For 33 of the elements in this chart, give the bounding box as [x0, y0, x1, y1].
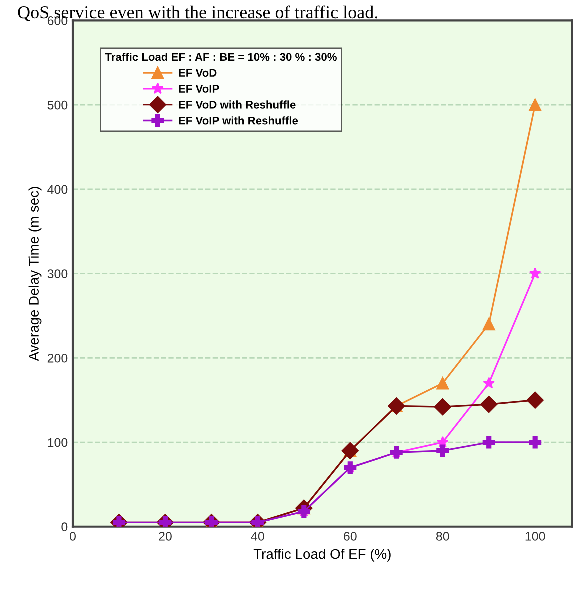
y-tick-label: 500 — [48, 100, 68, 110]
point — [483, 377, 496, 389]
y-tick-label: 300 — [48, 270, 68, 278]
legend-label: EF VoD — [179, 69, 217, 78]
y-tick-label: 100 — [48, 438, 68, 448]
point — [436, 444, 450, 458]
point — [526, 392, 544, 409]
point — [342, 442, 359, 460]
x-tick-label: 40 — [251, 532, 264, 541]
point — [482, 436, 496, 449]
point — [482, 318, 496, 331]
y-tick-label: 600 — [48, 16, 68, 26]
y-axis-title: Average Delay Time (m sec) — [28, 187, 42, 362]
x-axis-title: Traffic Load Of EF (%) — [254, 548, 391, 562]
point — [434, 398, 452, 416]
x-tick-label: 20 — [159, 532, 172, 541]
legend-label: EF VoIP — [179, 85, 220, 93]
point — [388, 398, 406, 415]
point — [529, 98, 542, 112]
y-tick-label: 400 — [48, 185, 68, 194]
point — [480, 396, 498, 414]
x-tick-label: 80 — [436, 532, 450, 541]
x-tick-label: 60 — [344, 532, 357, 541]
y-tick-label: 0 — [62, 522, 68, 532]
legend-label: EF VoIP with Reshuffle — [179, 116, 298, 125]
x-tick-label: 100 — [526, 532, 546, 541]
legend-label: EF VoD with Reshuffle — [179, 100, 296, 109]
x-tick-label: 0 — [70, 532, 76, 541]
point — [436, 377, 450, 390]
y-tick-label: 200 — [48, 354, 68, 363]
point — [529, 268, 542, 279]
point — [529, 436, 542, 449]
legend-title: Traffic Load EF : AF : BE = 10% : 30 % : 30% — [105, 52, 337, 62]
